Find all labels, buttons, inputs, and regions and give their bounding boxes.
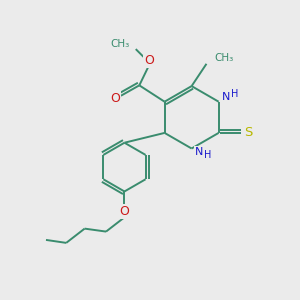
Text: CH₃: CH₃ bbox=[214, 53, 233, 64]
Text: O: O bbox=[119, 206, 129, 218]
Text: N: N bbox=[195, 147, 203, 157]
Text: O: O bbox=[111, 92, 121, 105]
Text: S: S bbox=[244, 126, 253, 140]
Text: N: N bbox=[222, 92, 230, 102]
Text: H: H bbox=[204, 150, 211, 160]
Text: O: O bbox=[144, 55, 154, 68]
Text: H: H bbox=[231, 89, 239, 99]
Text: CH₃: CH₃ bbox=[111, 39, 130, 49]
